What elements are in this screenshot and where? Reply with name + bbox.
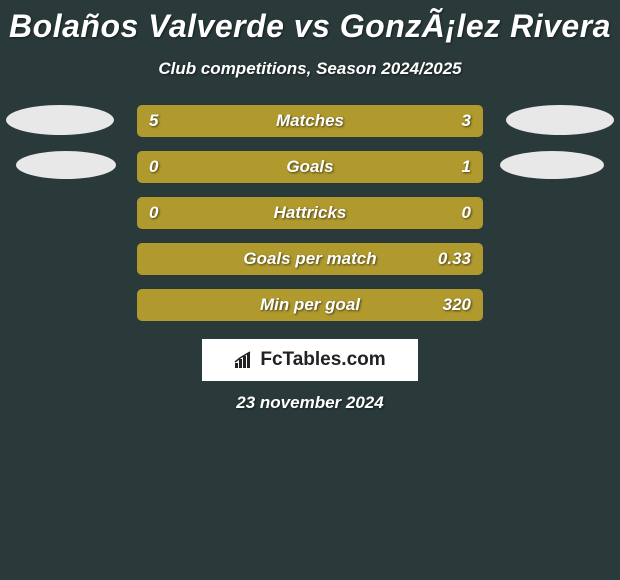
stat-label: Goals — [286, 157, 333, 177]
avatar-right — [506, 105, 614, 135]
stat-value-right: 3 — [462, 111, 471, 131]
stat-value-left: 0 — [149, 157, 158, 177]
stat-value-right: 1 — [462, 157, 471, 177]
stat-value-left: 0 — [149, 203, 158, 223]
stat-label: Matches — [276, 111, 344, 131]
stat-value-right: 0 — [462, 203, 471, 223]
stat-row: 0 Goals 1 — [0, 151, 620, 183]
stat-value-left: 5 — [149, 111, 158, 131]
stat-row: 0 Hattricks 0 — [0, 197, 620, 229]
stat-bar: Goals per match 0.33 — [137, 243, 483, 275]
stat-value-right: 320 — [443, 295, 471, 315]
stat-bar: Min per goal 320 — [137, 289, 483, 321]
stats-container: 5 Matches 3 0 Goals 1 0 Hattricks 0 Goals per mat… — [0, 105, 620, 321]
stat-label: Hattricks — [274, 203, 347, 223]
avatar-left — [16, 151, 116, 179]
stat-row: 5 Matches 3 — [0, 105, 620, 137]
stat-bar: 5 Matches 3 — [137, 105, 483, 137]
stat-row: Min per goal 320 — [0, 289, 620, 321]
avatar-right — [500, 151, 604, 179]
branding-text: FcTables.com — [260, 349, 385, 371]
stat-label: Goals per match — [243, 249, 376, 269]
stat-value-right: 0.33 — [438, 249, 471, 269]
stat-row: Goals per match 0.33 — [0, 243, 620, 275]
page-title: Bolaños Valverde vs GonzÃ¡lez Rivera — [0, 8, 620, 45]
subtitle: Club competitions, Season 2024/2025 — [0, 59, 620, 79]
chart-icon — [234, 351, 254, 369]
date-text: 23 november 2024 — [0, 393, 620, 413]
stat-bar: 0 Goals 1 — [137, 151, 483, 183]
avatar-left — [6, 105, 114, 135]
stat-bar: 0 Hattricks 0 — [137, 197, 483, 229]
stat-label: Min per goal — [260, 295, 360, 315]
branding-box: FcTables.com — [202, 339, 418, 381]
